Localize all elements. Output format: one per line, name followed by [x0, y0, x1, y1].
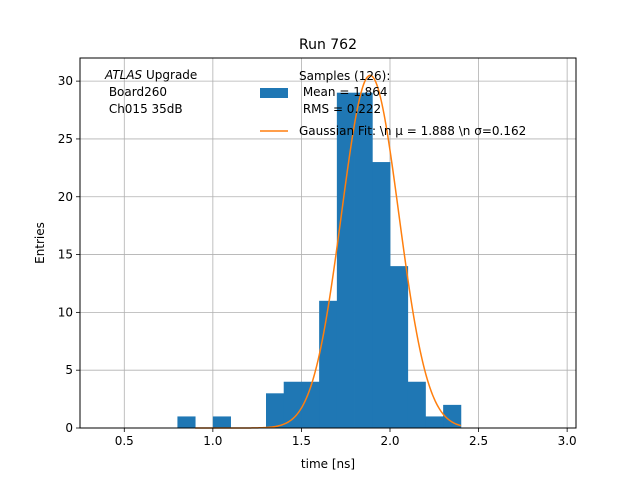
histogram-bar: [443, 404, 462, 428]
x-tick-label: 1.5: [292, 434, 311, 448]
legend-histogram-line-3: RMS = 0.222: [299, 102, 381, 116]
legend-histogram-line-1: Samples (126):: [299, 69, 390, 83]
x-axis-label: time [ns]: [301, 457, 355, 471]
legend-histogram-line-2: Mean = 1.864: [299, 85, 388, 99]
axis-ticks: 0.5 1.0 1.5 2.0 2.5 3.0 0 5 10 15 20 25 30: [58, 74, 577, 448]
histogram-bar: [407, 381, 426, 428]
histogram-bar: [390, 266, 409, 428]
histogram-bar: [283, 381, 302, 428]
histogram-bar: [425, 416, 444, 428]
annotation-atlas: ATLAS: [104, 68, 143, 82]
atlas-annotation: ATLAS Upgrade Board260 Ch015 35dB: [104, 68, 197, 116]
histogram-bars: [177, 92, 462, 428]
histogram-bar: [354, 92, 373, 428]
histogram-bar: [319, 300, 338, 428]
legend-histogram-swatch: [260, 88, 288, 98]
y-tick-label: 25: [58, 132, 73, 146]
y-tick-label: 10: [58, 305, 73, 319]
y-tick-label: 0: [65, 421, 73, 435]
y-tick-label: 30: [58, 74, 73, 88]
x-tick-label: 2.0: [380, 434, 399, 448]
y-tick-label: 15: [58, 248, 73, 262]
histogram-bar: [301, 381, 320, 428]
y-tick-label: 5: [65, 363, 73, 377]
chart-title: Run 762: [299, 37, 357, 53]
legend: Samples (126): Mean = 1.864 RMS = 0.222 …: [260, 69, 526, 138]
x-tick-label: 1.0: [203, 434, 222, 448]
legend-fit-label: Gaussian Fit: \n μ = 1.888 \n σ=0.162: [299, 124, 526, 138]
annotation-channel: Ch015 35dB: [105, 102, 183, 116]
histogram-bar: [212, 416, 231, 428]
histogram-bar: [177, 416, 196, 428]
y-axis-label: Entries: [33, 222, 47, 264]
histogram-bar: [372, 162, 391, 428]
y-tick-label: 20: [58, 190, 73, 204]
annotation-upgrade: Upgrade: [142, 68, 197, 82]
x-tick-label: 0.5: [115, 434, 134, 448]
x-tick-label: 2.5: [469, 434, 488, 448]
axes-frame: [79, 57, 577, 429]
annotation-line-1: ATLAS Upgrade: [104, 68, 197, 82]
histogram-bar: [266, 393, 285, 428]
x-tick-label: 3.0: [558, 434, 577, 448]
histogram-bar: [336, 92, 355, 428]
annotation-board: Board260: [105, 85, 167, 99]
grid-lines: [80, 58, 576, 429]
